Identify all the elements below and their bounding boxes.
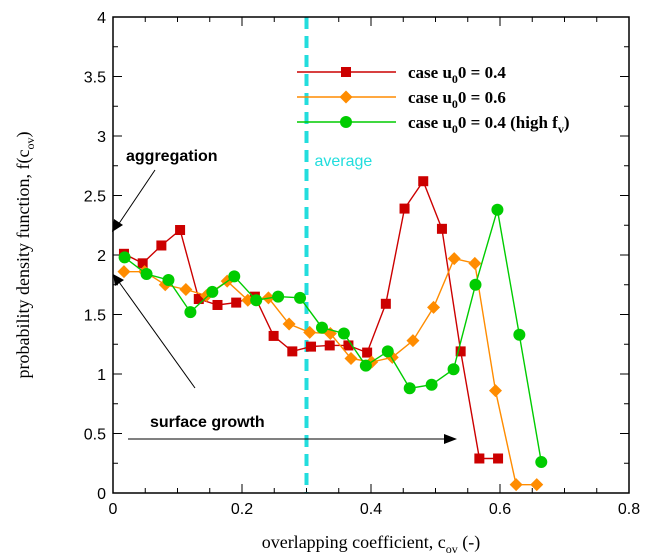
upward-arrowhead	[113, 274, 124, 286]
y-tick-label: 1.5	[84, 308, 106, 325]
data-point	[381, 345, 394, 358]
y-tick-label: 4	[97, 10, 106, 27]
data-point	[455, 346, 466, 357]
data-point	[282, 317, 296, 331]
data-point	[474, 453, 485, 464]
x-tick-label: 0.6	[489, 501, 511, 518]
upward-arrow	[118, 281, 196, 389]
data-point	[228, 270, 241, 283]
data-point	[306, 341, 317, 352]
legend-item: case u00 = 0.4 (high fv)	[297, 113, 570, 136]
data-point	[193, 294, 204, 305]
x-axis-label: overlapping coefficient, cov (-)	[262, 532, 481, 556]
surface-growth-arrowhead	[444, 434, 457, 444]
series-group	[117, 176, 548, 492]
data-point	[344, 352, 358, 366]
series-3	[118, 203, 548, 469]
data-point	[436, 223, 447, 234]
x-tick-label: 0	[109, 501, 118, 518]
data-point	[294, 291, 307, 304]
data-point	[359, 359, 372, 372]
data-point	[406, 334, 420, 348]
aggregation-arrow	[117, 169, 156, 226]
surface-growth-label: surface growth	[150, 414, 265, 431]
data-point	[337, 327, 350, 340]
aggregation-annotation: aggregation	[112, 148, 218, 232]
legend-marker	[340, 116, 352, 128]
data-point	[324, 340, 335, 351]
aggregation-label: aggregation	[126, 148, 218, 165]
legend-marker	[341, 67, 351, 77]
aggregation-arrowhead	[112, 219, 123, 232]
data-point	[513, 328, 526, 341]
data-point	[212, 299, 223, 310]
data-point	[509, 478, 523, 492]
y-axis-label: probability density function, f(cov)	[13, 132, 37, 379]
data-point	[447, 363, 460, 376]
data-point	[403, 382, 416, 395]
average-label: average	[315, 153, 373, 170]
data-point	[315, 321, 328, 334]
growth-annotations: surface growth	[113, 274, 457, 444]
data-point	[206, 285, 219, 298]
legend-item: case u00 = 0.4	[297, 63, 506, 86]
data-point	[427, 300, 441, 314]
data-point	[491, 203, 504, 216]
data-point	[156, 240, 167, 251]
y-tick-label: 3	[97, 129, 106, 146]
x-tick-label: 0.2	[231, 501, 253, 518]
axis-ticks: 0 0.2 0.4 0.6 0.8 0 0.5 1 1.5 2 2.5 3 3.5 4	[84, 10, 640, 518]
data-point	[140, 268, 153, 281]
legend-item: case u00 = 0.6	[297, 88, 506, 111]
plot-area	[112, 16, 630, 494]
data-point	[418, 176, 429, 187]
x-tick-label: 0.4	[360, 501, 382, 518]
data-point	[268, 330, 279, 341]
data-point	[250, 294, 263, 307]
data-point	[530, 478, 544, 492]
data-point	[380, 298, 391, 309]
y-tick-label: 0	[97, 486, 106, 503]
data-point	[447, 252, 461, 266]
x-tick-label: 0.8	[618, 501, 640, 518]
data-point	[175, 225, 186, 236]
y-tick-label: 0.5	[84, 427, 106, 444]
data-point	[117, 265, 131, 279]
data-point	[137, 258, 148, 269]
data-point	[488, 384, 502, 398]
data-point	[425, 378, 438, 391]
legend-label: case u00 = 0.4	[408, 63, 506, 86]
data-point	[118, 251, 131, 264]
data-point	[535, 456, 548, 469]
data-point	[469, 278, 482, 291]
data-point	[493, 453, 504, 464]
data-point	[231, 297, 242, 308]
legend-marker	[339, 90, 353, 104]
legend-label: case u00 = 0.6	[408, 88, 506, 111]
data-point	[179, 283, 193, 297]
legend-label: case u00 = 0.4 (high fv)	[408, 113, 570, 136]
data-point	[184, 306, 197, 319]
y-tick-label: 3.5	[84, 70, 106, 87]
data-point	[272, 290, 285, 303]
y-tick-label: 1	[97, 367, 106, 384]
y-tick-label: 2	[97, 248, 106, 265]
data-point	[287, 346, 298, 357]
y-tick-label: 2.5	[84, 189, 106, 206]
data-point	[399, 203, 410, 214]
data-point	[362, 347, 373, 358]
data-point	[343, 340, 354, 351]
data-point	[241, 293, 255, 307]
data-point	[468, 256, 482, 270]
data-point	[162, 273, 175, 286]
data-point	[303, 325, 317, 339]
